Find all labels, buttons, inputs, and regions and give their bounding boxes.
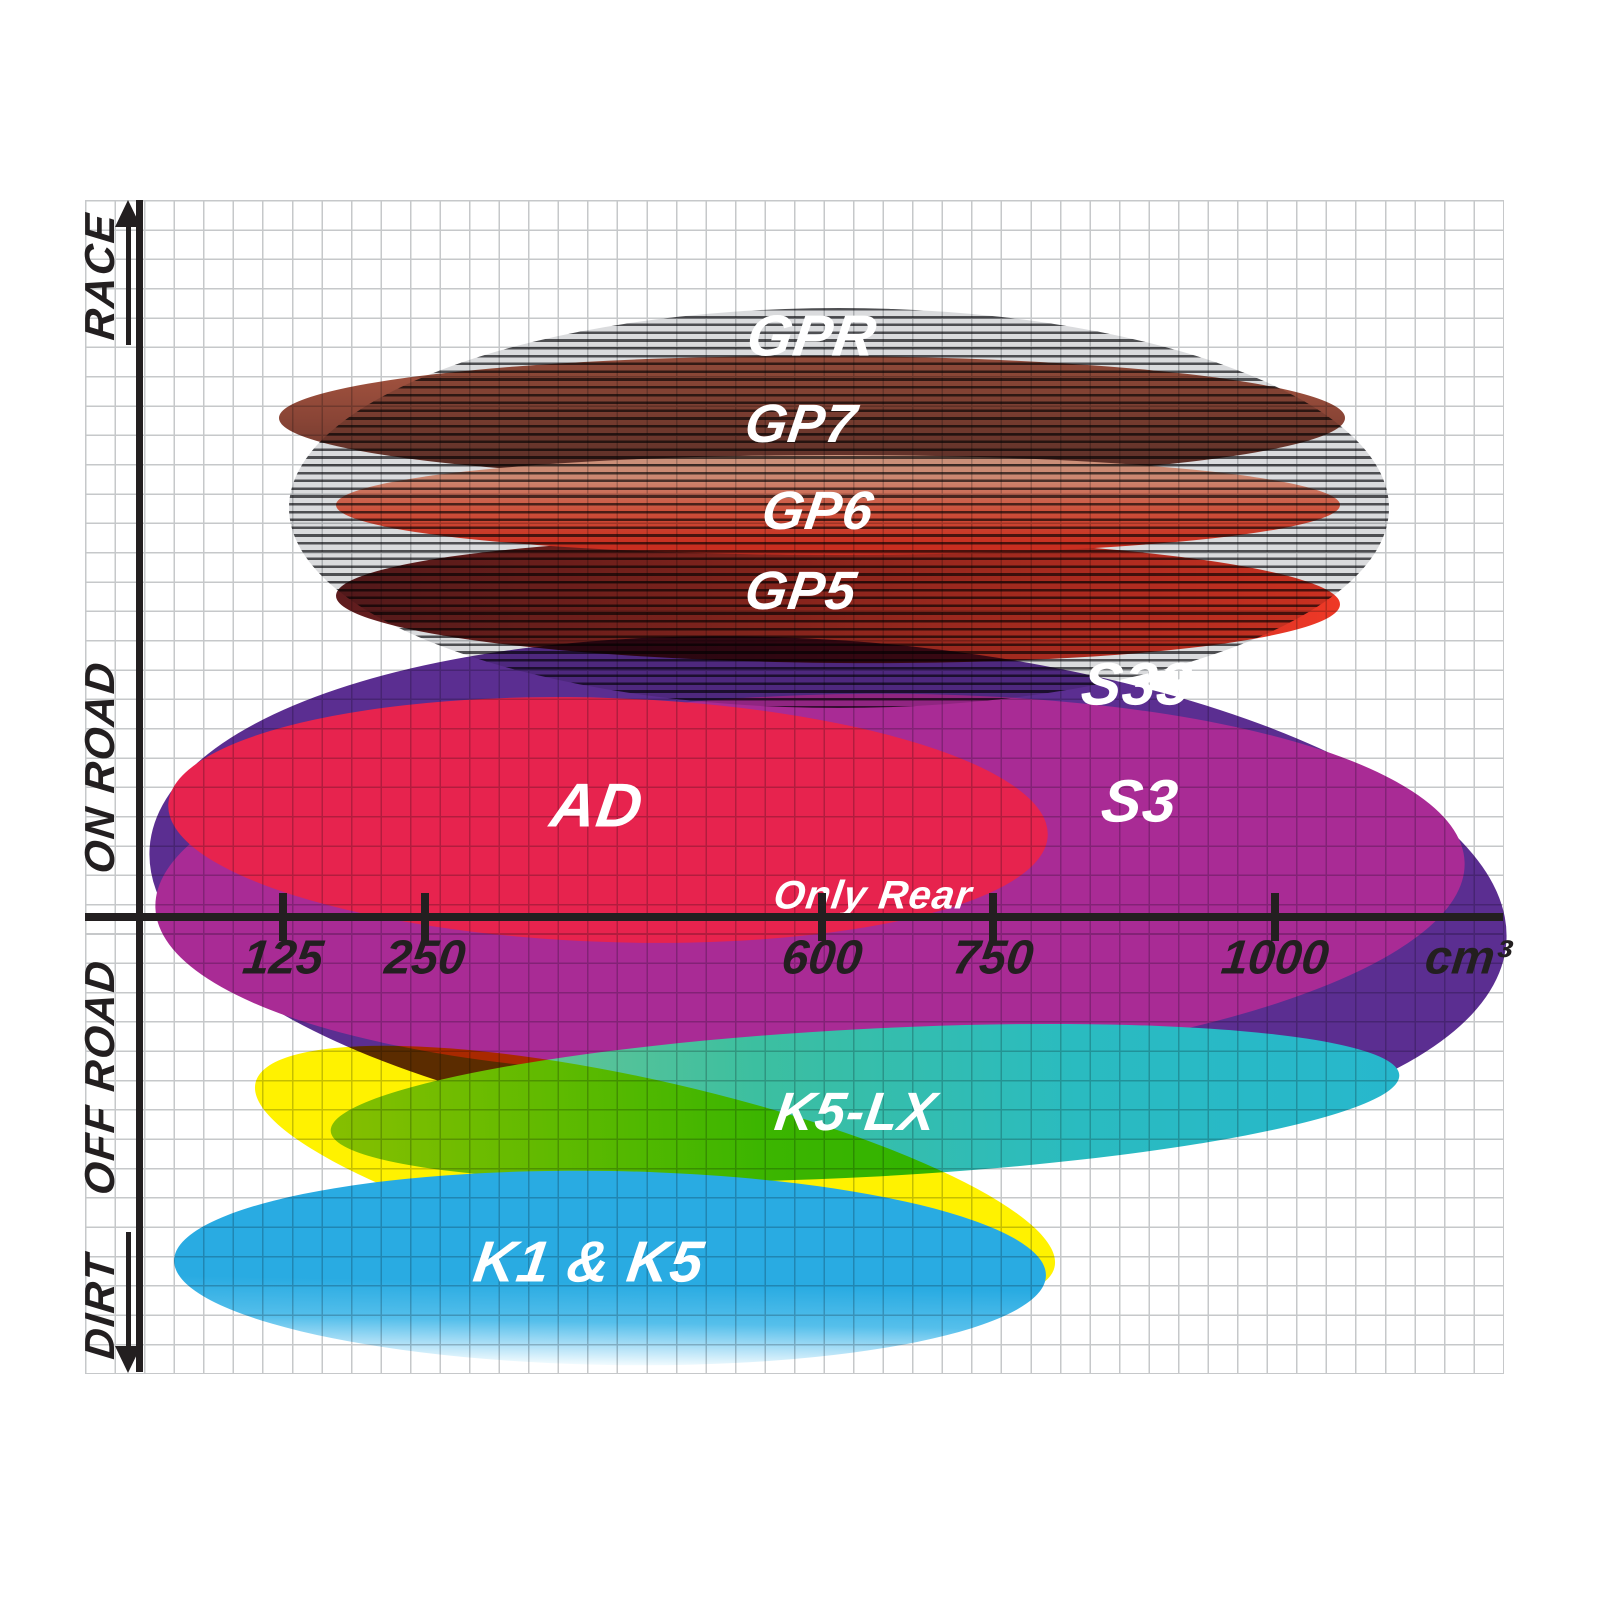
series-label-ad: AD bbox=[546, 771, 648, 841]
x-axis-unit-label: cm³ bbox=[1422, 931, 1514, 985]
series-label-s33: S33 bbox=[1077, 650, 1197, 718]
x-axis-line bbox=[85, 913, 1503, 921]
x-tick-750 bbox=[989, 893, 997, 941]
series-label-k5-lx: K5-LX bbox=[771, 1082, 941, 1142]
x-tick-label-600: 600 bbox=[779, 931, 865, 985]
series-label-s3: S3 bbox=[1097, 767, 1183, 835]
dirt-arrow-head-icon bbox=[115, 1346, 141, 1373]
x-tick-1000 bbox=[1271, 893, 1279, 941]
y-band-label-off-road: OFF ROAD bbox=[76, 956, 123, 1198]
series-label-gp6: GP6 bbox=[758, 481, 878, 541]
x-tick-125 bbox=[279, 893, 287, 941]
series-label-gpr: GPR bbox=[743, 303, 881, 369]
series-label-k1-k5: K1 & K5 bbox=[469, 1229, 709, 1295]
race-arrow-head-icon bbox=[115, 200, 141, 227]
race-arrow-line bbox=[125, 224, 131, 345]
x-tick-label-1000: 1000 bbox=[1218, 931, 1332, 985]
y-axis-line bbox=[136, 200, 143, 1372]
y-band-label-dirt: DIRT bbox=[76, 1250, 123, 1362]
x-tick-600 bbox=[818, 893, 826, 941]
x-tick-label-750: 750 bbox=[950, 931, 1036, 985]
y-band-label-race: RACE bbox=[76, 209, 123, 342]
x-tick-label-250: 250 bbox=[382, 931, 468, 985]
series-label-ad-note: Only Rear bbox=[770, 873, 976, 918]
y-band-label-on-road: ON ROAD bbox=[76, 658, 123, 876]
series-label-gp5: GP5 bbox=[741, 561, 861, 621]
x-tick-label-125: 125 bbox=[240, 931, 326, 985]
series-label-gp7: GP7 bbox=[741, 394, 861, 454]
x-tick-250 bbox=[421, 893, 429, 941]
dirt-arrow-line bbox=[125, 1232, 131, 1346]
